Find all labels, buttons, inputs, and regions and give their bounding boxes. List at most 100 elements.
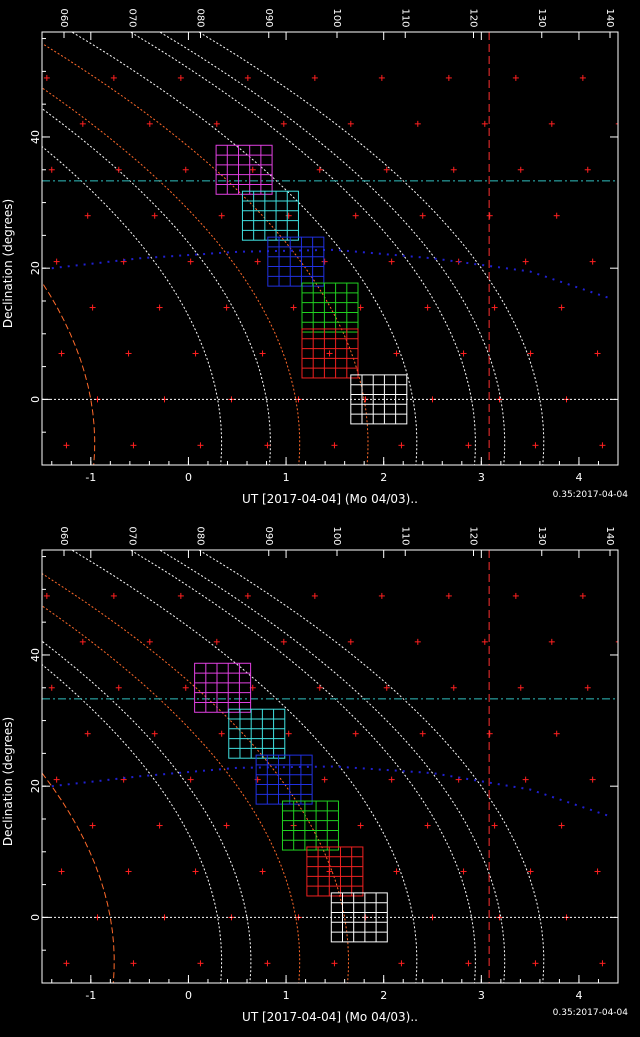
y-tick-label: 0 (29, 914, 42, 921)
grid-marker (84, 212, 91, 219)
field-border (350, 374, 408, 425)
field-blue (255, 754, 313, 805)
grid-marker (378, 74, 385, 81)
y-tick-label: 20 (29, 261, 42, 275)
grid-marker (63, 442, 70, 449)
grid-marker (579, 592, 586, 599)
grid-marker (197, 960, 204, 967)
grid-marker (527, 350, 534, 357)
grid-marker (419, 212, 426, 219)
x-tick-label: 3 (478, 471, 485, 484)
grid-marker (414, 120, 421, 127)
hour-curve (70, 32, 418, 465)
plot-inner (42, 32, 632, 465)
grid-marker (517, 166, 524, 173)
grid-marker (626, 305, 632, 311)
grid-marker (584, 684, 591, 691)
grid-marker (424, 822, 431, 829)
grid-marker (445, 592, 452, 599)
ra-tick-label: 130 (536, 526, 547, 545)
grid-marker (589, 776, 596, 783)
field-red (301, 328, 359, 379)
grid-marker (460, 350, 467, 357)
grid-marker (280, 638, 287, 645)
ra-tick-label: 080 (195, 526, 206, 545)
grid-marker (223, 304, 230, 311)
x-tick-label: 0 (185, 989, 192, 1002)
hour-curve (197, 32, 545, 465)
grid-marker (491, 822, 498, 829)
footer-label: 0.35:2017-04-04 (553, 490, 629, 500)
hour-curve (42, 281, 96, 465)
hour-curve (129, 32, 476, 465)
grid-marker (445, 74, 452, 81)
grid-marker (244, 592, 251, 599)
grid-marker (192, 868, 199, 875)
grid-marker (352, 730, 359, 737)
ra-tick-label: 100 (331, 526, 342, 545)
ra-tick-label: 140 (604, 8, 615, 27)
grid-marker (512, 74, 519, 81)
grid-marker (589, 258, 596, 265)
field-magenta (215, 144, 273, 195)
field-border (301, 328, 359, 379)
field-white (330, 892, 388, 943)
ra-tick-label: 120 (468, 8, 479, 27)
grid-marker (558, 822, 565, 829)
grid-marker (285, 730, 292, 737)
grid-marker (218, 212, 225, 219)
grid-marker (615, 123, 618, 125)
field-border (228, 708, 286, 759)
hour-curve (42, 145, 223, 465)
field-white (350, 374, 408, 425)
grid-marker (548, 120, 555, 127)
grid-marker (316, 684, 323, 691)
grid-marker (450, 684, 457, 691)
field-magenta (194, 662, 252, 713)
grid-marker (58, 350, 65, 357)
grid-marker (110, 74, 117, 81)
grid-marker (398, 960, 405, 967)
grid-marker (53, 776, 60, 783)
grid-marker (285, 212, 292, 219)
grid-marker (89, 822, 96, 829)
grid-marker (213, 638, 220, 645)
grid-marker (465, 442, 472, 449)
field-border (281, 800, 339, 851)
grid-marker (115, 166, 122, 173)
grid-marker (280, 120, 287, 127)
field-cyan (228, 708, 286, 759)
x-tick-label: -1 (85, 989, 96, 1002)
field-cyan (241, 190, 299, 241)
x-tick-label: 3 (478, 989, 485, 1002)
hour-curve (42, 663, 223, 983)
ra-tick-label: 080 (195, 8, 206, 27)
grid-marker (259, 868, 266, 875)
grid-marker (249, 166, 256, 173)
ra-tick-label: 120 (468, 526, 479, 545)
x-tick-label: 4 (575, 471, 582, 484)
grid-marker (347, 120, 354, 127)
grid-marker (218, 730, 225, 737)
grid-marker (383, 684, 390, 691)
grid-marker (115, 684, 122, 691)
grid-marker (594, 350, 601, 357)
field-border (267, 236, 325, 287)
hour-curve (70, 550, 418, 983)
field-red (306, 846, 364, 897)
grid-marker (130, 960, 137, 967)
x-tick-label: 1 (283, 471, 290, 484)
grid-marker (584, 166, 591, 173)
field-border (241, 190, 299, 241)
grid-marker (579, 74, 586, 81)
grid-marker (621, 731, 627, 737)
grid-marker (110, 592, 117, 599)
grid-marker (177, 592, 184, 599)
grid-marker (388, 258, 395, 265)
field-border (215, 144, 273, 195)
hour-curve (42, 772, 115, 983)
grid-marker (558, 304, 565, 311)
grid-marker (48, 166, 55, 173)
